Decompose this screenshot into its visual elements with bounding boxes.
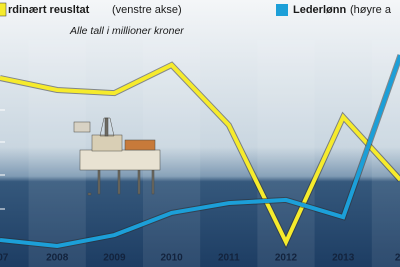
x-tick-label: 20 bbox=[395, 253, 400, 264]
legend-swatch bbox=[0, 2, 7, 17]
legend-swatch bbox=[276, 4, 288, 16]
series-line bbox=[0, 62, 400, 247]
x-tick-label: 2010 bbox=[160, 253, 183, 264]
column-stripe bbox=[28, 40, 86, 267]
x-tick-label: 007 bbox=[0, 253, 9, 264]
x-tick-label: 2011 bbox=[218, 253, 240, 264]
y2-axis-label: (høyre a bbox=[350, 4, 392, 16]
left-axis-ticks bbox=[0, 109, 5, 210]
column-stripe bbox=[257, 40, 315, 267]
legend-label: Lederlønn bbox=[293, 4, 346, 16]
x-tick-label: 2009 bbox=[103, 253, 126, 264]
legend-label: rdinært reusltat bbox=[8, 4, 90, 16]
y-axis-label: (venstre akse) bbox=[112, 4, 182, 16]
series-line bbox=[0, 54, 400, 248]
x-tick-label: 2013 bbox=[332, 253, 355, 264]
plot: 007 2008 2009 2010 2011 2012 2013 20 bbox=[0, 54, 400, 264]
x-tick-label: 2008 bbox=[46, 253, 69, 264]
subtitle: Alle tall i millioner kroner bbox=[69, 25, 184, 37]
platform bbox=[73, 117, 161, 196]
x-tick-label: 2012 bbox=[275, 253, 298, 264]
